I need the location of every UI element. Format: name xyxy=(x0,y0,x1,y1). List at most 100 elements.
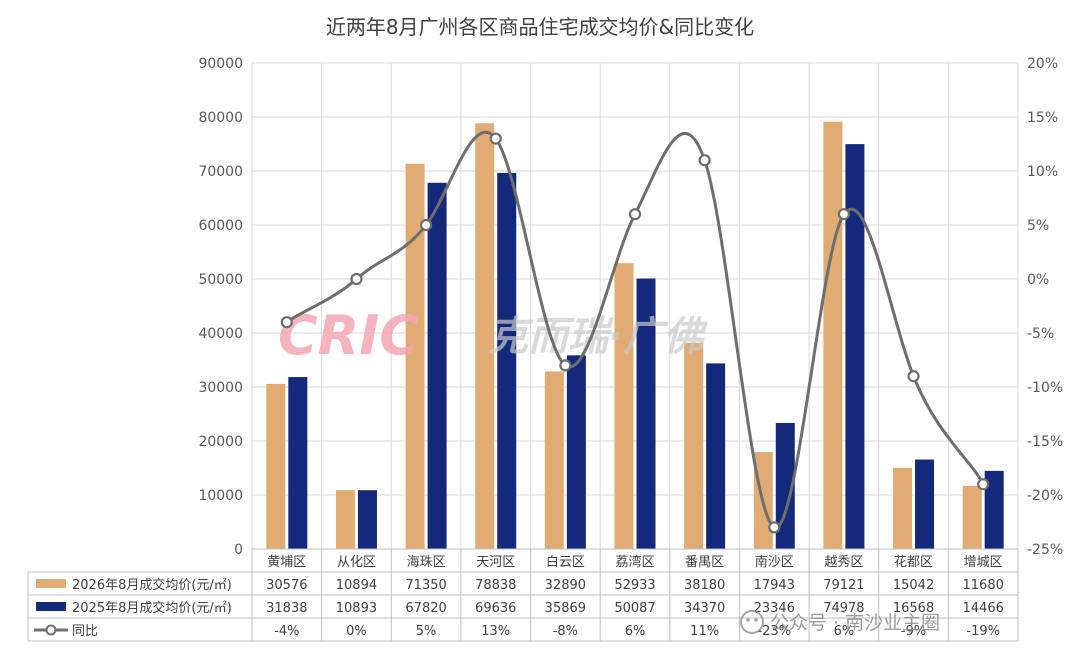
y-left-tick-label: 50000 xyxy=(198,272,243,288)
table-cell-value: 31838 xyxy=(266,601,307,616)
legend-label: 2025年8月成交均价(元/㎡) xyxy=(72,600,232,616)
category-label: 从化区 xyxy=(337,555,376,570)
yoy-point xyxy=(628,208,642,221)
table-cell-value: 17943 xyxy=(754,578,795,593)
bar-current xyxy=(893,467,913,549)
bar-previous xyxy=(775,422,795,549)
table-cell-value: 11% xyxy=(690,624,719,639)
watermark: CRIC 克而瑞·广佛 xyxy=(278,304,708,367)
legend-marker xyxy=(45,624,57,636)
category-label: 黄埔区 xyxy=(267,555,306,570)
bar-current xyxy=(335,490,355,549)
bars xyxy=(266,121,1004,550)
table-cell-value: 67820 xyxy=(405,601,446,616)
y-right-tick-label: 0% xyxy=(1027,272,1049,288)
y-left-tick-label: 40000 xyxy=(198,326,243,342)
bar-previous xyxy=(357,490,377,549)
legend-swatch xyxy=(36,602,66,611)
table-cell-value: 35869 xyxy=(545,601,586,616)
table-cell-value: 0% xyxy=(346,624,367,639)
table-cell-value: -8% xyxy=(553,624,578,639)
yoy-point xyxy=(907,370,920,383)
y-right-tick-label: -25% xyxy=(1027,542,1063,558)
table-cell-value: -9% xyxy=(901,624,926,639)
bar-previous xyxy=(497,172,517,549)
bar-previous xyxy=(984,470,1004,549)
table-cell-value: 5% xyxy=(416,624,437,639)
yoy-point xyxy=(977,478,990,491)
bar-previous xyxy=(845,144,865,549)
yoy-line-path xyxy=(285,130,985,529)
table-cell-value: 10893 xyxy=(336,601,377,616)
y-right-tick-label: -15% xyxy=(1027,434,1063,450)
bar-previous xyxy=(636,278,656,549)
bar-current xyxy=(823,121,843,550)
y-axis-right: -25% -20% -15% -10% -5% 0% 5% 10% 15% 20% xyxy=(1027,56,1063,558)
bar-previous xyxy=(566,355,586,549)
y-left-tick-label: 90000 xyxy=(198,56,243,72)
bar-current xyxy=(405,163,425,549)
y-right-tick-label: 5% xyxy=(1027,218,1049,234)
bar-current xyxy=(614,263,634,549)
yoy-point xyxy=(837,208,851,221)
category-label: 越秀区 xyxy=(824,555,863,570)
table-cell-value: 34370 xyxy=(684,601,725,616)
table-cell-value: -19% xyxy=(966,624,1000,639)
bar-previous xyxy=(706,363,726,549)
y-left-tick-label: 20000 xyxy=(198,434,243,450)
y-left-tick-label: 60000 xyxy=(198,218,243,234)
y-axis-left: 0 10000 20000 30000 40000 50000 60000 70000 8000… xyxy=(198,56,243,558)
y-left-tick-label: 30000 xyxy=(198,380,243,396)
category-label: 天河区 xyxy=(476,555,515,570)
wechat-watermark: 公众号 · 南沙业主圈 xyxy=(740,610,940,634)
wechat-icon xyxy=(740,610,764,634)
bar-current xyxy=(544,371,564,549)
table-cell-value: 74978 xyxy=(823,601,864,616)
table-cell-value: 13% xyxy=(481,624,510,639)
category-label: 增城区 xyxy=(964,555,1003,570)
yoy-line xyxy=(280,130,990,534)
bar-previous xyxy=(915,459,935,549)
table-cell-value: 50087 xyxy=(614,601,655,616)
y-left-tick-label: 0 xyxy=(234,542,243,558)
table-cell-value: 30576 xyxy=(266,578,307,593)
yoy-point xyxy=(489,132,502,145)
legend-label: 2026年8月成交均价(元/㎡) xyxy=(72,577,232,593)
y-right-tick-label: -5% xyxy=(1027,326,1054,342)
table-cell-value: 52933 xyxy=(614,578,655,593)
bar-previous xyxy=(288,377,308,549)
table-cell-value: 69636 xyxy=(475,601,516,616)
table-cell-value: 78838 xyxy=(475,578,516,593)
bar-current xyxy=(266,383,286,549)
yoy-point xyxy=(350,272,363,286)
category-label: 白云区 xyxy=(546,554,585,570)
table-cell-value: 6% xyxy=(834,624,855,639)
y-left-tick-label: 80000 xyxy=(198,110,243,126)
table-cell-value: 6% xyxy=(625,624,646,639)
table-cell-value: 38180 xyxy=(684,578,725,593)
category-label: 番禺区 xyxy=(685,555,724,570)
category-label: 南沙区 xyxy=(755,554,794,570)
gridlines xyxy=(251,62,1019,550)
table-cell-value: 15042 xyxy=(893,578,934,593)
table-cell-value: 32890 xyxy=(545,578,586,593)
chart-title: 近两年8月广州各区商品住宅成交均价&同比变化 xyxy=(326,15,754,39)
table-cell-value: 11680 xyxy=(963,578,1004,593)
table-cell-value: 10894 xyxy=(336,578,377,593)
category-label: 海珠区 xyxy=(407,555,446,570)
y-right-tick-label: 15% xyxy=(1027,110,1058,126)
yoy-point xyxy=(559,359,572,372)
bar-current xyxy=(475,123,495,549)
data-table: 黄埔区 从化区 海珠区 天河区 白云区 荔湾区 番禺区 南沙区 越秀区 花都区 增城区 2026年8月… xyxy=(27,548,1019,642)
y-right-tick-label: -20% xyxy=(1027,488,1063,504)
legend-label: 同比 xyxy=(72,624,98,639)
table-cell-value: -23% xyxy=(757,624,791,639)
y-left-tick-label: 10000 xyxy=(198,488,243,504)
bar-previous xyxy=(427,182,447,549)
table-cell-value: 16568 xyxy=(893,601,934,616)
category-label: 花都区 xyxy=(894,554,933,570)
legend-swatch xyxy=(36,579,66,588)
category-label: 荔湾区 xyxy=(615,554,654,570)
y-right-tick-label: -10% xyxy=(1027,380,1063,396)
table-cell-value: 71350 xyxy=(405,578,446,593)
